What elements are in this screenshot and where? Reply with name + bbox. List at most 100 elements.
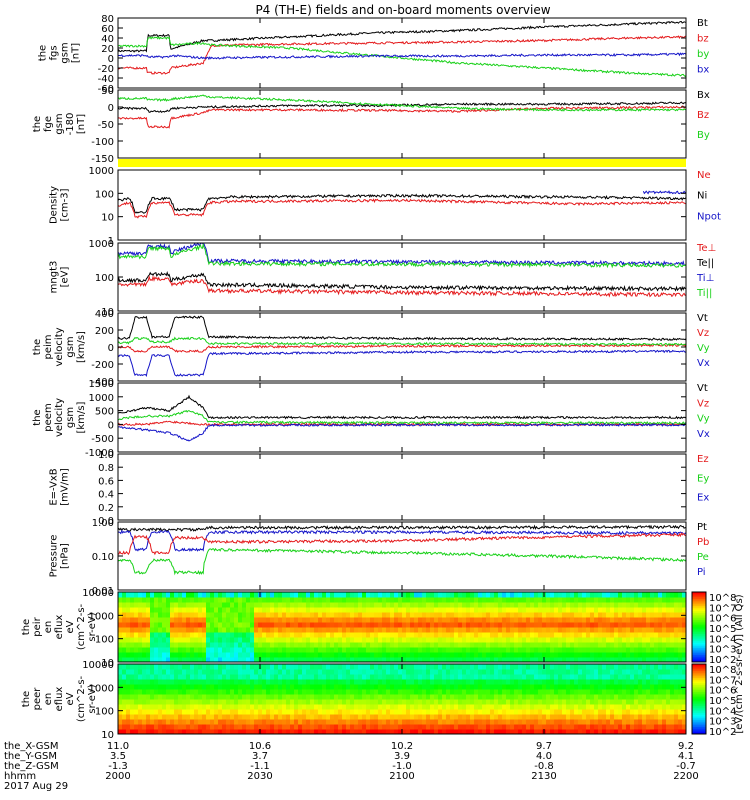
heatmap-cell	[130, 637, 135, 643]
heatmap-cell	[602, 714, 607, 720]
heatmap-cell	[502, 724, 507, 730]
heatmap-cell	[334, 592, 339, 598]
heatmap-cell	[174, 679, 179, 685]
heatmap-cell	[410, 724, 415, 730]
colorbar-segment	[692, 688, 706, 691]
heatmap-cell	[574, 632, 579, 638]
heatmap-cell	[442, 622, 447, 628]
heatmap-cell	[642, 729, 647, 735]
colorbar-segment	[692, 656, 706, 659]
heatmap-cell	[342, 709, 347, 715]
heatmap-cell	[602, 602, 607, 608]
heatmap-cell	[678, 602, 683, 608]
heatmap-cell	[450, 637, 455, 643]
heatmap-cell	[642, 684, 647, 690]
heatmap-cell	[634, 627, 639, 633]
heatmap-cell	[530, 627, 535, 633]
heatmap-cell	[502, 602, 507, 608]
heatmap-cell	[406, 664, 411, 670]
heatmap-cell	[658, 607, 663, 613]
heatmap-cell	[514, 622, 519, 628]
heatmap-cell	[670, 607, 675, 613]
heatmap-cell	[482, 637, 487, 643]
heatmap-cell	[602, 617, 607, 623]
heatmap-cell	[502, 714, 507, 720]
heatmap-cell	[126, 642, 131, 648]
heatmap-cell	[470, 699, 475, 705]
heatmap-cell	[186, 642, 191, 648]
heatmap-cell	[470, 652, 475, 658]
heatmap-cell	[526, 632, 531, 638]
heatmap-cell	[490, 652, 495, 658]
heatmap-cell	[290, 724, 295, 730]
heatmap-cell	[586, 652, 591, 658]
heatmap-cell	[502, 652, 507, 658]
heatmap-cell	[418, 647, 423, 653]
heatmap-cell	[550, 694, 555, 700]
heatmap-cell	[642, 602, 647, 608]
heatmap-cell	[462, 657, 467, 663]
heatmap-cell	[510, 679, 515, 685]
heatmap-cell	[314, 689, 319, 695]
heatmap-cell	[154, 617, 159, 623]
heatmap-cell	[274, 597, 279, 603]
heatmap-cell	[318, 592, 323, 598]
heatmap-cell	[262, 719, 267, 725]
heatmap-cell	[398, 694, 403, 700]
heatmap-cell	[482, 597, 487, 603]
heatmap-cell	[446, 647, 451, 653]
heatmap-cell	[222, 714, 227, 720]
heatmap-cell	[366, 674, 371, 680]
heatmap-cell	[506, 637, 511, 643]
heatmap-cell	[606, 652, 611, 658]
heatmap-cell	[274, 622, 279, 628]
heatmap-cell	[426, 679, 431, 685]
heatmap-cell	[598, 709, 603, 715]
heatmap-cell	[150, 647, 155, 653]
heatmap-cell	[450, 622, 455, 628]
heatmap-cell	[414, 612, 419, 618]
heatmap-cell	[338, 689, 343, 695]
heatmap-cell	[522, 664, 527, 670]
colorbar-label: [eV/(cm^2-s-sr-eV)] (All Qs)	[734, 594, 745, 733]
heatmap-cell	[382, 724, 387, 730]
heatmap-cell	[478, 684, 483, 690]
heatmap-cell	[358, 724, 363, 730]
heatmap-cell	[494, 709, 499, 715]
heatmap-cell	[162, 704, 167, 710]
heatmap-cell	[598, 647, 603, 653]
heatmap-cell	[482, 607, 487, 613]
heatmap-cell	[670, 694, 675, 700]
heatmap-cell	[630, 592, 635, 598]
heatmap-cell	[650, 637, 655, 643]
heatmap-cell	[622, 632, 627, 638]
heatmap-cell	[314, 637, 319, 643]
heatmap-cell	[590, 642, 595, 648]
heatmap-cell	[590, 612, 595, 618]
heatmap-cell	[366, 669, 371, 675]
heatmap-cell	[462, 647, 467, 653]
series-Pb	[117, 532, 687, 556]
colorbar-segment	[692, 653, 706, 656]
heatmap-cell	[346, 602, 351, 608]
heatmap-cell	[130, 714, 135, 720]
heatmap-cell	[426, 632, 431, 638]
heatmap-cell	[406, 689, 411, 695]
heatmap-cell	[342, 684, 347, 690]
heatmap-cell	[206, 647, 211, 653]
heatmap-cell	[442, 714, 447, 720]
heatmap-cell	[378, 724, 383, 730]
heatmap-cell	[170, 627, 175, 633]
heatmap-cell	[382, 607, 387, 613]
heatmap-cell	[630, 689, 635, 695]
heatmap-cell	[286, 627, 291, 633]
heatmap-cell	[266, 632, 271, 638]
heatmap-cell	[494, 669, 499, 675]
heatmap-cell	[150, 602, 155, 608]
heatmap-cell	[602, 642, 607, 648]
heatmap-cell	[530, 679, 535, 685]
heatmap-cell	[490, 684, 495, 690]
heatmap-cell	[234, 592, 239, 598]
heatmap-cell	[522, 684, 527, 690]
